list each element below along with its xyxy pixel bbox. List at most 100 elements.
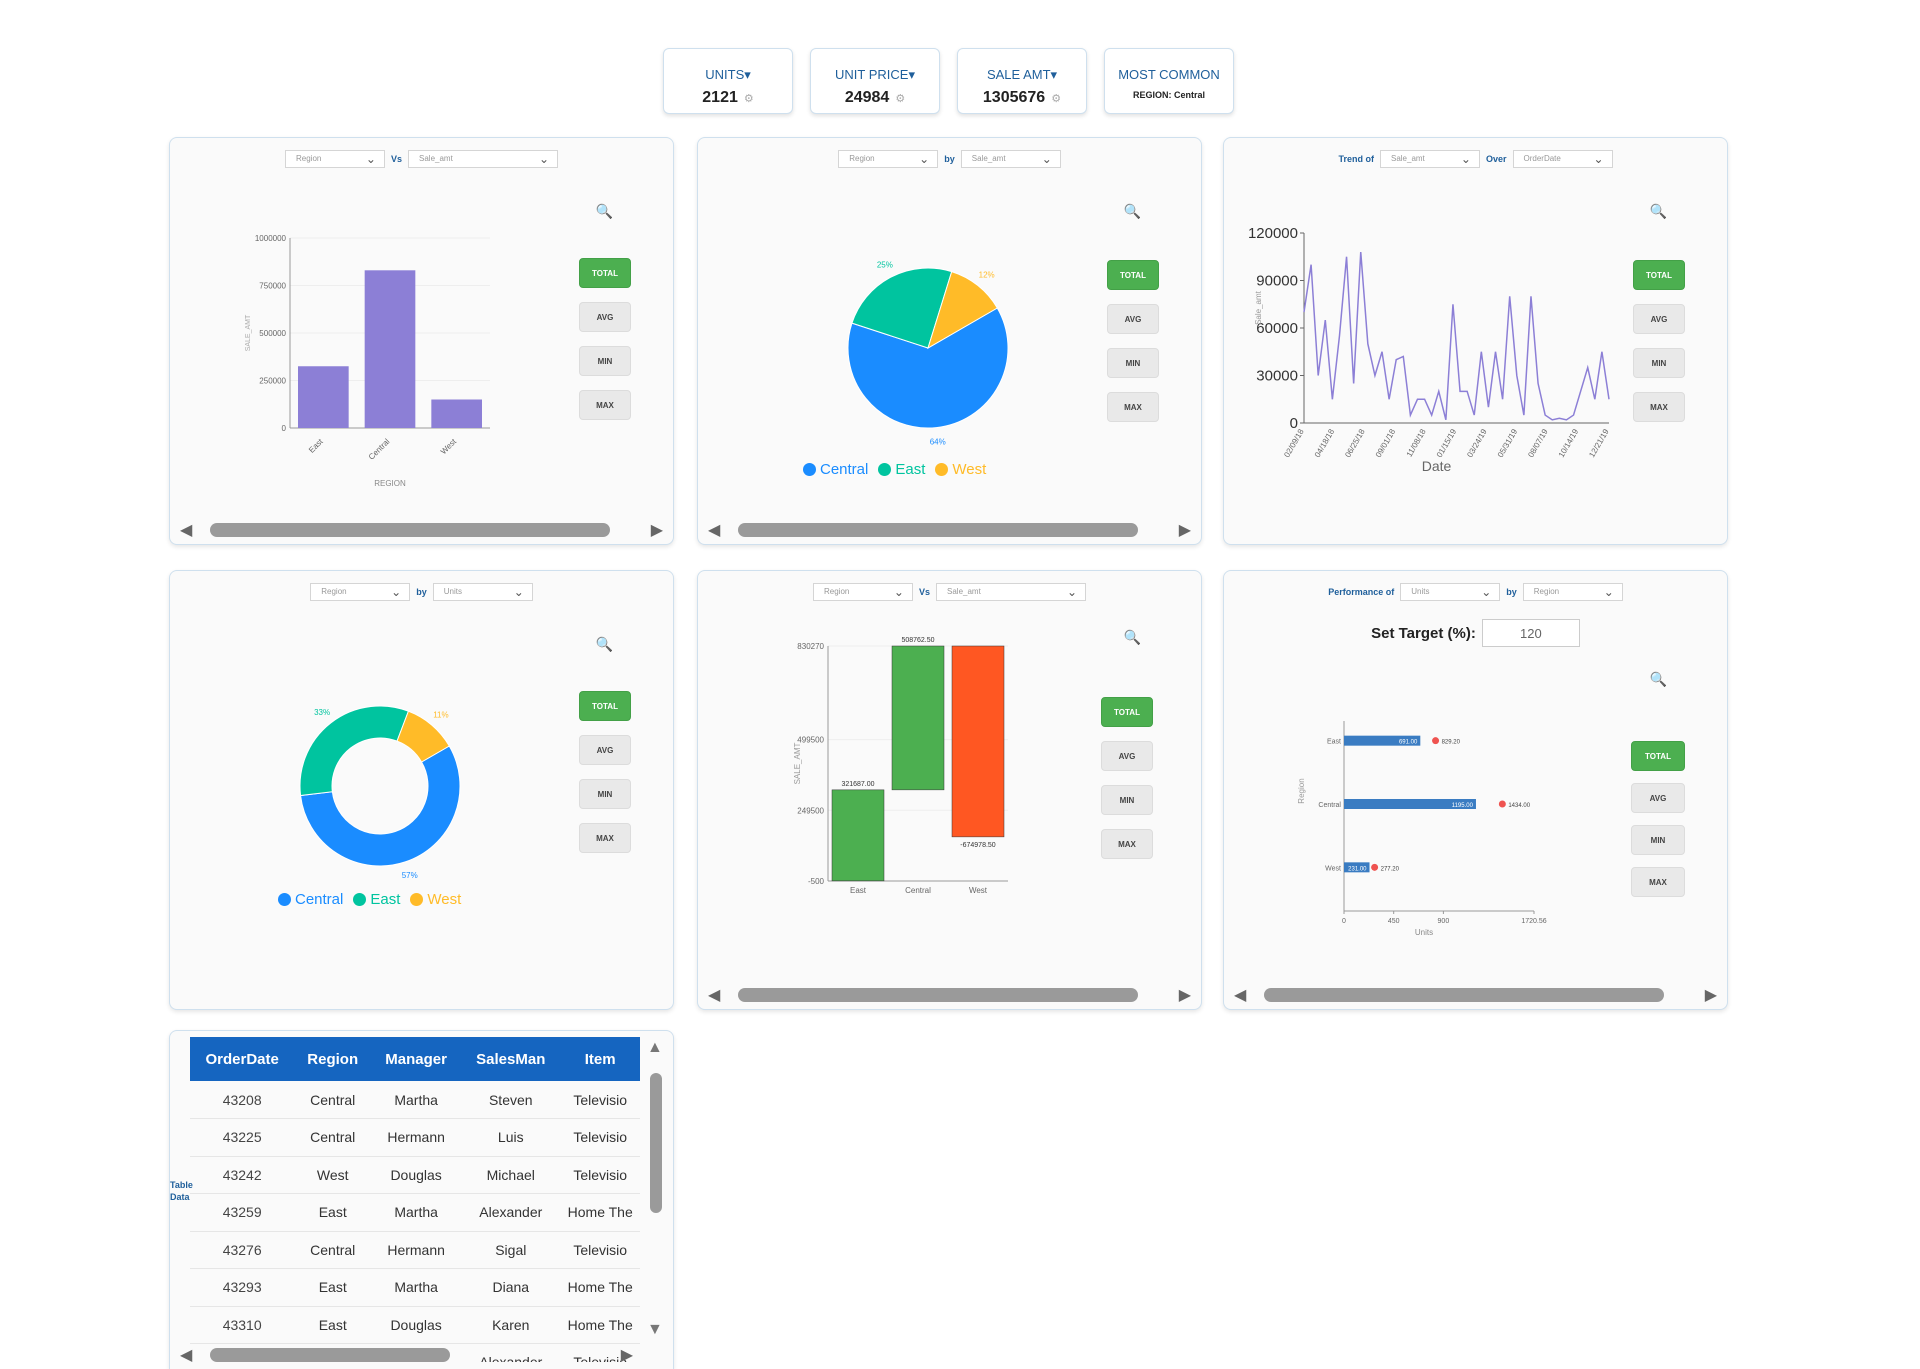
metric-select[interactable]: Units ⌄ [1400, 583, 1501, 601]
table-container[interactable]: OrderDate Region Manager SalesMan Item 43208… [190, 1037, 640, 1362]
legend-dot [278, 893, 291, 906]
max-button[interactable]: MAX [579, 823, 631, 853]
column-header-manager[interactable]: Manager [371, 1037, 462, 1081]
avg-button[interactable]: AVG [579, 735, 631, 765]
avg-button[interactable]: AVG [1107, 304, 1159, 334]
kpi-sale-amt-card[interactable]: SALE AMT▾ 1305676 ⚙ [957, 48, 1087, 114]
gear-icon[interactable]: ⚙ [743, 93, 754, 105]
scroll-right-icon[interactable]: ▶ [1704, 987, 1717, 1004]
max-button[interactable]: MAX [1101, 829, 1153, 859]
legend-dot [353, 893, 367, 906]
avg-button[interactable]: AVG [1101, 741, 1153, 771]
region-select[interactable]: Region ⌄ [812, 583, 913, 601]
total-button[interactable]: TOTAL [1633, 260, 1685, 290]
region-select[interactable]: Region ⌄ [1522, 583, 1623, 601]
column-header-item[interactable]: Item [560, 1037, 640, 1081]
min-button[interactable]: MIN [1101, 785, 1153, 815]
kpi-unit-price-label[interactable]: UNIT PRICE▾ [835, 67, 915, 82]
legend-item-central: Central [803, 461, 868, 478]
kpi-units-card[interactable]: UNITS▾ 2121 ⚙ [663, 48, 793, 114]
table-row[interactable]: 43310 East Douglas Karen Home The [190, 1306, 640, 1344]
metric-select[interactable]: Sale_amt ⌄ [1379, 150, 1480, 168]
panel-controls: Region ⌄ Vs Sale_amt ⌄ [698, 583, 1201, 601]
column-header-region[interactable]: Region [294, 1037, 372, 1081]
scroll-right-icon[interactable]: ▶ [650, 522, 663, 539]
table-row[interactable]: 43259 East Martha Alexander Home The [190, 1193, 640, 1232]
max-button[interactable]: MAX [579, 390, 631, 420]
metric-select[interactable]: Units ⌄ [432, 583, 533, 601]
total-button[interactable]: TOTAL [1101, 697, 1153, 727]
table-row[interactable]: 43242 West Douglas Michael Televisio [190, 1156, 640, 1194]
scroll-left-icon[interactable]: ◀ [1234, 987, 1247, 1004]
scroll-left-icon[interactable]: ◀ [180, 1347, 193, 1364]
scroll-left-icon[interactable]: ◀ [180, 522, 193, 539]
bar-value-label: 691.00 [1399, 740, 1418, 746]
horizontal-scrollbar[interactable]: ◀ ▶ [708, 518, 1191, 539]
total-button[interactable]: TOTAL [579, 691, 631, 721]
metric-select[interactable]: Sale_amt ⌄ [408, 150, 558, 168]
scroll-thumb[interactable] [1264, 988, 1664, 1002]
avg-button[interactable]: AVG [579, 302, 631, 332]
max-button[interactable]: MAX [1633, 392, 1685, 422]
legend-dot [410, 893, 424, 906]
min-button[interactable]: MIN [1633, 348, 1685, 378]
vertical-scrollbar[interactable]: ▲ ▼ [645, 1039, 667, 1339]
table-row[interactable]: 43225 Central Hermann Luis Televisio [190, 1118, 640, 1157]
scroll-left-icon[interactable]: ◀ [708, 987, 721, 1004]
total-button[interactable]: TOTAL [1631, 741, 1685, 771]
target-input[interactable] [1481, 619, 1580, 647]
zoom-icon[interactable]: 🔍 [1649, 203, 1667, 219]
scroll-thumb[interactable] [210, 523, 610, 537]
gear-icon[interactable]: ⚙ [895, 93, 906, 105]
max-button[interactable]: MAX [1631, 867, 1685, 897]
horizontal-scrollbar[interactable]: ◀ ▶ [708, 983, 1191, 1004]
region-select[interactable]: Region ⌄ [838, 150, 939, 168]
kpi-unit-price-card[interactable]: UNIT PRICE▾ 24984 ⚙ [810, 48, 940, 114]
gear-icon[interactable]: ⚙ [1051, 93, 1062, 105]
scroll-right-icon[interactable]: ▶ [1178, 987, 1191, 1004]
region-select[interactable]: Region ⌄ [284, 150, 385, 168]
scroll-thumb[interactable] [738, 988, 1138, 1002]
avg-button[interactable]: AVG [1631, 783, 1685, 813]
slice-east [299, 705, 410, 797]
kpi-sale-amt-label[interactable]: SALE AMT▾ [986, 67, 1058, 82]
metric-select[interactable]: Sale_amt ⌄ [960, 150, 1061, 168]
region-select[interactable]: Region ⌄ [310, 583, 411, 601]
kpi-units-label[interactable]: UNITS▾ [705, 67, 751, 82]
scroll-right-icon[interactable]: ▶ [620, 1347, 633, 1364]
zoom-icon[interactable]: 🔍 [1123, 629, 1141, 645]
scroll-right-icon[interactable]: ▶ [1178, 522, 1191, 539]
x-tick-label: 11/08/18 [1405, 427, 1428, 458]
date-select[interactable]: OrderDate ⌄ [1512, 150, 1613, 168]
table-row[interactable]: 43208 Central Martha Steven Televisio [190, 1081, 640, 1119]
min-button[interactable]: MIN [579, 779, 631, 809]
min-button[interactable]: MIN [579, 346, 631, 376]
min-button[interactable]: MIN [1107, 348, 1159, 378]
horizontal-scrollbar[interactable]: ◀ ▶ [1234, 983, 1717, 1004]
column-header-salesman[interactable]: SalesMan [461, 1037, 561, 1081]
min-button[interactable]: MIN [1631, 825, 1685, 855]
horizontal-scrollbar[interactable]: ◀ ▶ [180, 1343, 633, 1364]
slice-west [396, 710, 450, 763]
zoom-icon[interactable]: 🔍 [595, 636, 613, 652]
max-button[interactable]: MAX [1107, 392, 1159, 422]
scroll-thumb[interactable] [650, 1073, 662, 1213]
scroll-thumb[interactable] [738, 523, 1138, 537]
scroll-thumb[interactable] [210, 1348, 450, 1362]
table-row[interactable]: 43276 Central Hermann Sigal Televisio [190, 1231, 640, 1269]
scroll-up-icon[interactable]: ▲ [647, 1039, 663, 1056]
scroll-down-icon[interactable]: ▼ [647, 1321, 663, 1338]
avg-button[interactable]: AVG [1633, 304, 1685, 334]
total-button[interactable]: TOTAL [579, 258, 631, 288]
zoom-icon[interactable]: 🔍 [595, 203, 613, 219]
column-header-orderdate[interactable]: OrderDate [190, 1037, 295, 1081]
table-row[interactable]: 43293 East Martha Diana Home The [190, 1268, 640, 1307]
zoom-icon[interactable]: 🔍 [1123, 203, 1141, 219]
scroll-left-icon[interactable]: ◀ [708, 522, 721, 539]
total-button[interactable]: TOTAL [1107, 260, 1159, 290]
panel-controls: Region ⌄ Vs Sale_amt ⌄ [170, 150, 673, 168]
zoom-icon[interactable]: 🔍 [1649, 671, 1667, 687]
horizontal-scrollbar[interactable]: ◀ ▶ [180, 518, 663, 539]
metric-select[interactable]: Sale_amt ⌄ [936, 583, 1086, 601]
